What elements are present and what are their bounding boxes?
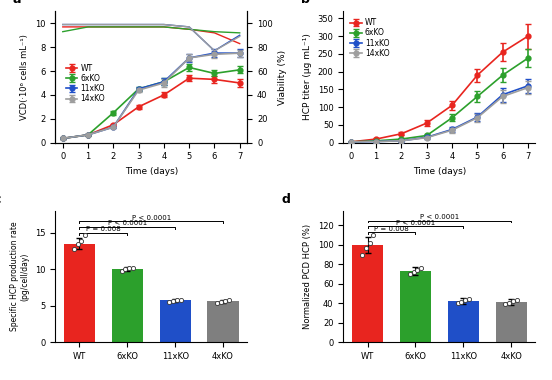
Point: [129, 265, 137, 271]
Point: [213, 299, 222, 306]
Point: [121, 266, 130, 272]
Point: [70, 245, 78, 252]
Point: [362, 245, 370, 251]
Point: [413, 267, 422, 273]
Bar: [352, 245, 383, 342]
Point: [117, 268, 126, 274]
Text: c: c: [0, 193, 1, 206]
X-axis label: Time (days): Time (days): [413, 167, 466, 176]
Bar: [448, 301, 479, 342]
Bar: [160, 301, 191, 342]
Text: b: b: [301, 0, 310, 6]
Y-axis label: VCD(·10⁶ cells mL⁻¹): VCD(·10⁶ cells mL⁻¹): [20, 34, 29, 120]
Point: [173, 297, 182, 303]
Y-axis label: Viability (%): Viability (%): [278, 49, 288, 104]
Point: [457, 299, 466, 305]
Point: [508, 298, 517, 304]
Text: P = 0.008: P = 0.008: [86, 226, 121, 232]
Legend: WT, 6xKO, 11xKO, 14xKO: WT, 6xKO, 11xKO, 14xKO: [347, 15, 392, 61]
Y-axis label: Specific HCP production rate
(pg/cell/day): Specific HCP production rate (pg/cell/da…: [10, 222, 29, 331]
Text: P = 0.008: P = 0.008: [374, 226, 409, 232]
Point: [505, 300, 514, 306]
Point: [77, 238, 86, 244]
Point: [512, 297, 521, 303]
Point: [81, 232, 89, 238]
Point: [405, 271, 414, 277]
Text: P < 0.0001: P < 0.0001: [131, 215, 171, 221]
Point: [461, 297, 470, 303]
Y-axis label: HCP titer (μg mL⁻¹): HCP titer (μg mL⁻¹): [303, 33, 312, 120]
Point: [501, 301, 510, 307]
Y-axis label: Normalized PCD HCP (%): Normalized PCD HCP (%): [303, 224, 312, 329]
Point: [465, 296, 474, 302]
Text: a: a: [13, 0, 22, 6]
Point: [365, 240, 374, 246]
X-axis label: Time (days): Time (days): [125, 167, 178, 176]
Text: d: d: [282, 193, 291, 206]
Bar: [400, 271, 431, 342]
Text: P < 0.0001: P < 0.0001: [108, 220, 147, 226]
Point: [224, 297, 233, 303]
Legend: WT, 6xKO, 11xKO, 14xKO: WT, 6xKO, 11xKO, 14xKO: [63, 61, 108, 106]
Bar: [208, 301, 238, 342]
Point: [453, 300, 462, 306]
Point: [73, 241, 82, 247]
Point: [125, 265, 134, 271]
Point: [169, 298, 178, 304]
Point: [409, 269, 418, 275]
Point: [417, 265, 426, 271]
Point: [369, 232, 378, 238]
Point: [165, 299, 174, 305]
Bar: [64, 244, 95, 342]
Text: P < 0.0001: P < 0.0001: [420, 214, 459, 220]
Point: [220, 298, 229, 304]
Point: [177, 297, 185, 303]
Bar: [496, 302, 527, 342]
Point: [217, 299, 226, 305]
Text: P < 0.0001: P < 0.0001: [396, 220, 435, 226]
Bar: [112, 269, 143, 342]
Point: [358, 252, 367, 258]
